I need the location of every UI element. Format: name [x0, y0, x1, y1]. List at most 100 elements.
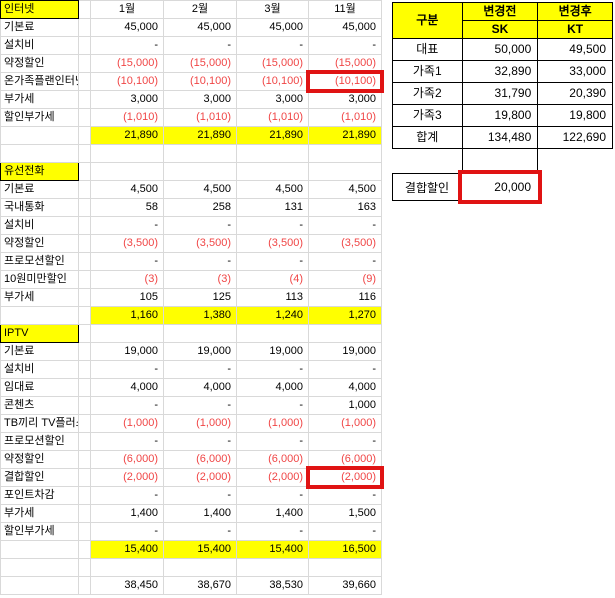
value-cell[interactable]: 116: [308, 288, 382, 307]
subtotal-cell[interactable]: 15,400: [163, 540, 237, 559]
section-header-cell[interactable]: 유선전화: [0, 162, 79, 181]
row-label-cell[interactable]: 부가세: [0, 504, 79, 523]
value-cell[interactable]: -: [90, 396, 164, 415]
value-cell[interactable]: 105: [90, 288, 164, 307]
value-cell[interactable]: -: [163, 396, 237, 415]
value-cell[interactable]: (6,000): [236, 450, 309, 469]
value-cell[interactable]: (10,100): [306, 70, 385, 94]
value-cell[interactable]: 1,000: [308, 396, 382, 415]
after-value-cell[interactable]: 20,390: [537, 82, 613, 105]
subtotal-cell[interactable]: 1,160: [90, 306, 164, 325]
value-cell[interactable]: -: [308, 432, 382, 451]
subtotal-cell[interactable]: 1,380: [163, 306, 237, 325]
value-cell[interactable]: 163: [308, 198, 382, 217]
spacer-cell[interactable]: [78, 234, 91, 253]
value-cell[interactable]: 4,500: [308, 180, 382, 199]
row-label-cell[interactable]: 임대료: [0, 378, 79, 397]
value-cell[interactable]: 4,000: [163, 378, 237, 397]
row-label-cell[interactable]: 기본료: [0, 342, 79, 361]
row-label-cell[interactable]: 약정할인: [0, 450, 79, 469]
row-label-cell[interactable]: 할인부가세: [0, 522, 79, 541]
spacer-cell[interactable]: [78, 396, 91, 415]
spacer-cell[interactable]: [78, 198, 91, 217]
value-cell[interactable]: (6,000): [90, 450, 164, 469]
row-label-cell[interactable]: 프로모션할인: [0, 432, 79, 451]
grand-total-cell[interactable]: 38,450: [90, 576, 164, 595]
row-label-cell[interactable]: 온가족플랜인터넷: [0, 72, 79, 91]
value-cell[interactable]: 3,000: [308, 90, 382, 109]
value-cell[interactable]: 1,500: [308, 504, 382, 523]
value-cell[interactable]: (2,000): [306, 466, 385, 490]
after-change-header-cell[interactable]: 변경후: [537, 2, 613, 21]
row-label-cell[interactable]: [0, 540, 79, 559]
compare-row-label-cell[interactable]: 가족2: [392, 82, 463, 105]
spacer-cell[interactable]: [78, 288, 91, 307]
value-cell[interactable]: (1,000): [308, 414, 382, 433]
value-cell[interactable]: -: [308, 216, 382, 235]
value-cell[interactable]: -: [236, 216, 309, 235]
value-cell[interactable]: 45,000: [236, 18, 309, 37]
value-cell[interactable]: 19,000: [236, 342, 309, 361]
spacer-cell[interactable]: [78, 54, 91, 73]
row-label-cell[interactable]: 콘첸츠: [0, 396, 79, 415]
spacer-cell[interactable]: [78, 90, 91, 109]
value-cell[interactable]: (1,000): [236, 414, 309, 433]
row-label-cell[interactable]: 국내통화: [0, 198, 79, 217]
value-cell[interactable]: -: [163, 216, 237, 235]
spacer-cell[interactable]: [78, 468, 91, 487]
value-cell[interactable]: 45,000: [163, 18, 237, 37]
value-cell[interactable]: -: [236, 522, 309, 541]
value-cell[interactable]: [90, 162, 164, 181]
after-value-cell[interactable]: 33,000: [537, 60, 613, 83]
value-cell[interactable]: (10,100): [163, 72, 237, 91]
spacer-cell[interactable]: [78, 504, 91, 523]
value-cell[interactable]: 1,400: [90, 504, 164, 523]
value-cell[interactable]: 4,000: [90, 378, 164, 397]
spacer-cell[interactable]: [78, 378, 91, 397]
row-label-cell[interactable]: 포인트차감: [0, 486, 79, 505]
value-cell[interactable]: [236, 162, 309, 181]
value-cell[interactable]: [163, 162, 237, 181]
row-label-cell[interactable]: 설치비: [0, 36, 79, 55]
value-cell[interactable]: -: [236, 486, 309, 505]
value-cell[interactable]: (15,000): [236, 54, 309, 73]
value-cell[interactable]: 4,500: [90, 180, 164, 199]
value-cell[interactable]: (1,010): [163, 108, 237, 127]
spacer-cell[interactable]: [78, 0, 91, 19]
spacer-cell[interactable]: [78, 540, 91, 559]
spacer-cell[interactable]: [78, 324, 91, 343]
provider-kt-header-cell[interactable]: KT: [537, 20, 613, 39]
value-cell[interactable]: -: [163, 36, 237, 55]
value-cell[interactable]: -: [90, 522, 164, 541]
value-cell[interactable]: 4,500: [163, 180, 237, 199]
spacer-cell[interactable]: [78, 576, 91, 595]
subtotal-cell[interactable]: 15,400: [90, 540, 164, 559]
row-label-cell[interactable]: 기본료: [0, 18, 79, 37]
empty-cell[interactable]: [236, 144, 309, 163]
month-header-cell[interactable]: 11월: [308, 0, 382, 19]
spacer-cell[interactable]: [78, 180, 91, 199]
subtotal-cell[interactable]: 21,890: [90, 126, 164, 145]
row-label-cell[interactable]: TB끼리 TV플러스: [0, 414, 79, 433]
empty-cell[interactable]: [0, 558, 79, 577]
row-label-cell[interactable]: 부가세: [0, 90, 79, 109]
compare-row-label-cell[interactable]: 합계: [392, 126, 463, 149]
subtotal-cell[interactable]: 21,890: [236, 126, 309, 145]
value-cell[interactable]: (1,010): [236, 108, 309, 127]
row-label-cell[interactable]: 기본료: [0, 180, 79, 199]
value-cell[interactable]: (2,000): [163, 468, 237, 487]
value-cell[interactable]: (10,100): [236, 72, 309, 91]
value-cell[interactable]: 113: [236, 288, 309, 307]
empty-cell[interactable]: [0, 144, 79, 163]
value-cell[interactable]: -: [90, 216, 164, 235]
value-cell[interactable]: (6,000): [308, 450, 382, 469]
subtotal-cell[interactable]: 21,890: [308, 126, 382, 145]
spacer-cell[interactable]: [78, 126, 91, 145]
value-cell[interactable]: 19,000: [90, 342, 164, 361]
before-change-header-cell[interactable]: 변경전: [461, 2, 539, 21]
value-cell[interactable]: 4,000: [308, 378, 382, 397]
value-cell[interactable]: (9): [308, 270, 382, 289]
value-cell[interactable]: -: [90, 252, 164, 271]
subtotal-cell[interactable]: 15,400: [236, 540, 309, 559]
provider-sk-header-cell[interactable]: SK: [461, 20, 539, 39]
